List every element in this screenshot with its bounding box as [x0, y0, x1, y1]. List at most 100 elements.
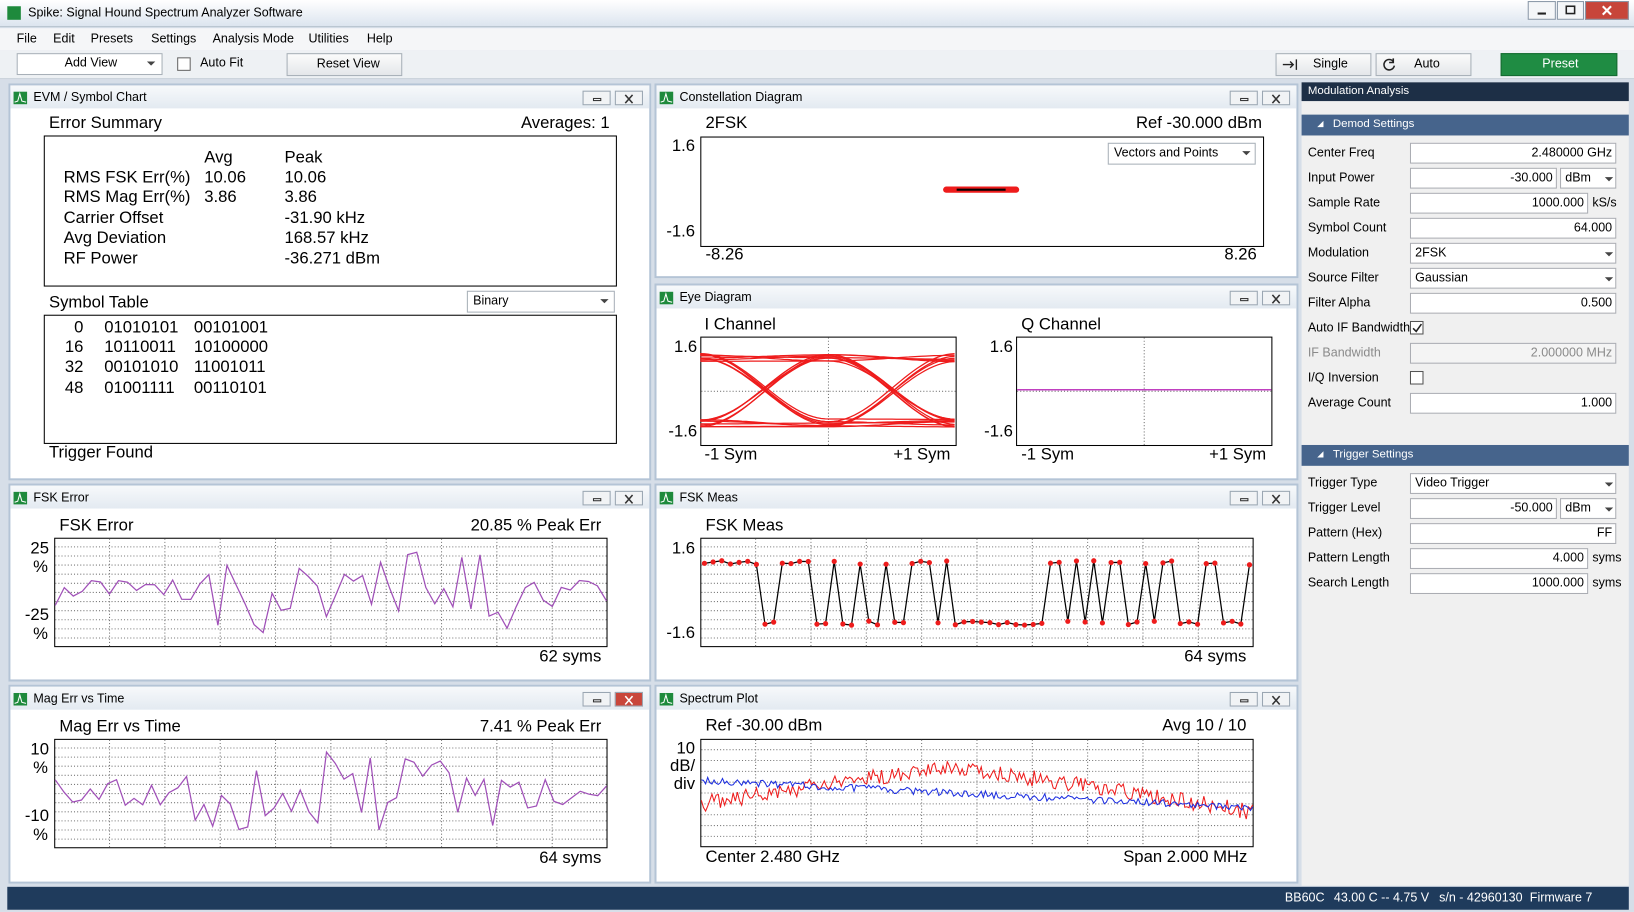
symbol-box — [43, 314, 617, 444]
field-label: Average Count — [1307, 394, 1392, 410]
icon — [1537, 12, 1546, 15]
panel-minimize[interactable] — [1229, 290, 1258, 306]
menu-item[interactable]: File — [16, 31, 37, 46]
panel-title: Eye Diagram — [679, 289, 752, 305]
panel-minimize[interactable] — [1229, 90, 1258, 106]
panel-minimize[interactable] — [1229, 490, 1258, 506]
input-field[interactable] — [1409, 548, 1589, 569]
panel-close[interactable] — [1261, 490, 1291, 506]
symbol-index: 16 — [64, 338, 84, 357]
panel-close[interactable] — [614, 490, 643, 506]
checkbox[interactable] — [1409, 370, 1424, 385]
input-field[interactable] — [1409, 498, 1557, 519]
input-field[interactable] — [1409, 217, 1617, 239]
icon — [624, 494, 634, 504]
field-value: 1.000 — [1580, 394, 1613, 410]
symbol-point — [1125, 621, 1131, 628]
select-field[interactable] — [1409, 267, 1617, 289]
minimize-button[interactable] — [1527, 1, 1556, 20]
symbol-point — [1169, 558, 1175, 564]
channel-title: Q Channel — [1021, 315, 1101, 334]
panel-close[interactable] — [1261, 290, 1291, 306]
reference-level: Ref -30.000 dBm — [1135, 114, 1262, 133]
add-view-dropdown[interactable] — [16, 53, 163, 76]
symbol-point — [1021, 622, 1028, 628]
symbol-point — [892, 619, 898, 625]
select-field[interactable] — [1409, 473, 1617, 494]
close-button[interactable] — [1585, 1, 1629, 20]
format-dropdown[interactable] — [466, 290, 615, 313]
y-axis-label: % — [33, 759, 48, 778]
input-field[interactable] — [1409, 392, 1617, 414]
icon — [624, 94, 634, 104]
summary-box — [43, 135, 617, 287]
close-glyph — [1271, 294, 1281, 304]
unit-select[interactable] — [1560, 498, 1617, 519]
panel-minimize[interactable] — [582, 691, 611, 707]
unit-suffix: kS/s — [1592, 194, 1617, 210]
minimize-glyph — [592, 97, 602, 102]
eye-trace — [700, 360, 955, 427]
reset-view-button[interactable] — [286, 53, 403, 77]
plot-heading: Mag Err vs Time — [59, 718, 181, 736]
input-field[interactable] — [1409, 167, 1557, 189]
plot-heading: 2FSK — [705, 114, 748, 133]
select-field[interactable] — [1409, 242, 1617, 264]
single-icon — [1282, 59, 1298, 70]
input-field[interactable] — [1409, 142, 1617, 164]
section-toggle — [1317, 120, 1324, 128]
x-axis-label: +1 Sym — [1209, 446, 1267, 464]
input-field[interactable] — [1409, 292, 1617, 314]
unit-select[interactable] — [1560, 167, 1617, 189]
menu-item[interactable]: Presets — [90, 31, 134, 46]
checkbox[interactable] — [1409, 320, 1424, 335]
panel-minimize[interactable] — [582, 490, 611, 506]
menu-item[interactable]: Analysis Mode — [212, 31, 294, 46]
section-header[interactable] — [1301, 114, 1629, 136]
menu-item[interactable]: Settings — [151, 31, 197, 46]
field-label: Modulation — [1307, 244, 1370, 260]
auto-button[interactable] — [1375, 53, 1472, 77]
maximize-button[interactable] — [1556, 1, 1584, 20]
menu-item[interactable]: Help — [366, 31, 393, 46]
y-axis-label: % — [33, 558, 48, 577]
panel-close[interactable] — [614, 90, 643, 106]
symbol-point — [926, 560, 932, 566]
menu-item[interactable]: Utilities — [308, 31, 349, 46]
field-label: Center Freq — [1307, 144, 1375, 160]
y-axis-label: dB/ — [670, 757, 696, 776]
input-field[interactable] — [1409, 573, 1589, 594]
panel-minimize[interactable] — [1229, 691, 1258, 707]
view-dropdown[interactable] — [1107, 142, 1256, 165]
eye-trace — [700, 357, 955, 421]
auto-fit-checkbox[interactable] — [177, 57, 191, 71]
input-field[interactable] — [1409, 523, 1617, 544]
field-label: Search Length — [1307, 575, 1390, 590]
symbol-point — [1047, 560, 1054, 566]
symbol-point — [1082, 619, 1088, 625]
panel-header — [10, 686, 650, 710]
panel-close[interactable] — [1261, 90, 1291, 106]
input-field[interactable] — [1409, 192, 1589, 214]
menu-item[interactable]: Edit — [53, 31, 75, 46]
panel-minimize[interactable] — [582, 90, 611, 106]
dropdown-arrow — [600, 299, 609, 304]
symbol-point — [961, 619, 967, 625]
symbol-count: 64 syms — [539, 849, 602, 868]
icon-line — [14, 693, 27, 704]
field-value: 64.000 — [1573, 219, 1613, 235]
preset-button[interactable] — [1500, 53, 1618, 77]
panel-icon — [659, 491, 674, 505]
window-icon — [1565, 5, 1576, 15]
status-item: 43.00 C -- 4.75 V — [1333, 889, 1430, 905]
y-axis-label: -10 — [24, 807, 49, 826]
preset-label[interactable]: Preset — [1542, 56, 1579, 71]
panel-close[interactable] — [614, 691, 643, 707]
symbol-point — [797, 558, 803, 565]
dropdown-arrow — [1604, 177, 1614, 182]
section-header[interactable] — [1301, 444, 1629, 466]
single-button[interactable] — [1275, 53, 1372, 77]
symbol-point — [1013, 622, 1019, 628]
eye-plot — [1016, 336, 1273, 447]
panel-close[interactable] — [1261, 691, 1291, 707]
